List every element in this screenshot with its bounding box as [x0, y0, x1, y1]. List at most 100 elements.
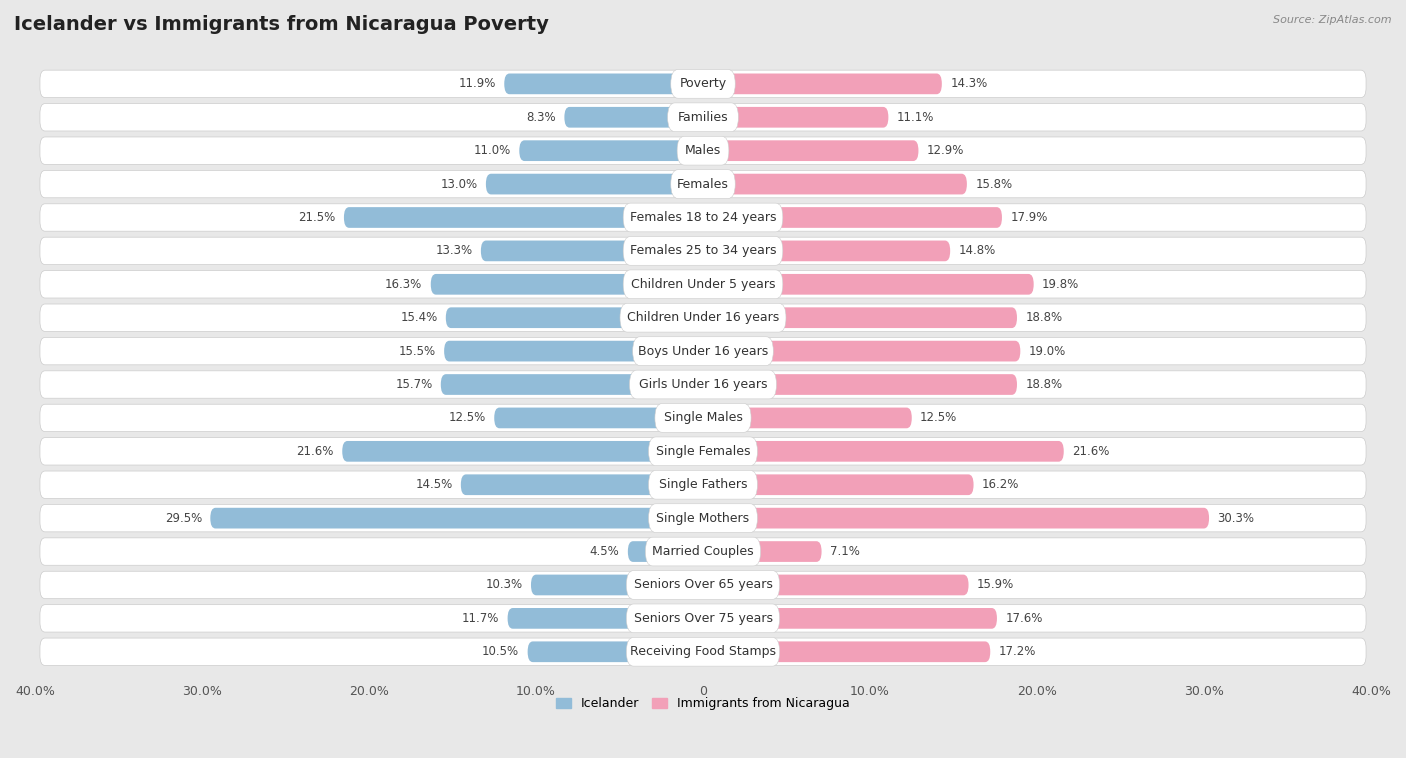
- Text: 15.5%: 15.5%: [399, 345, 436, 358]
- Text: 19.8%: 19.8%: [1042, 277, 1080, 291]
- Text: Children Under 16 years: Children Under 16 years: [627, 312, 779, 324]
- FancyBboxPatch shape: [703, 341, 1021, 362]
- Text: 11.7%: 11.7%: [461, 612, 499, 625]
- FancyBboxPatch shape: [39, 371, 1367, 398]
- Text: 11.0%: 11.0%: [474, 144, 510, 157]
- FancyBboxPatch shape: [211, 508, 703, 528]
- Text: 4.5%: 4.5%: [589, 545, 620, 558]
- Text: 19.0%: 19.0%: [1029, 345, 1066, 358]
- FancyBboxPatch shape: [39, 70, 1367, 98]
- FancyBboxPatch shape: [39, 171, 1367, 198]
- FancyBboxPatch shape: [39, 538, 1367, 565]
- FancyBboxPatch shape: [703, 475, 973, 495]
- Text: 7.1%: 7.1%: [830, 545, 860, 558]
- FancyBboxPatch shape: [703, 641, 990, 662]
- Text: 14.8%: 14.8%: [959, 244, 995, 258]
- FancyBboxPatch shape: [671, 70, 735, 99]
- FancyBboxPatch shape: [39, 638, 1367, 666]
- FancyBboxPatch shape: [39, 304, 1367, 331]
- Text: Single Fathers: Single Fathers: [659, 478, 747, 491]
- FancyBboxPatch shape: [703, 207, 1002, 228]
- FancyBboxPatch shape: [527, 641, 703, 662]
- FancyBboxPatch shape: [703, 541, 821, 562]
- FancyBboxPatch shape: [626, 637, 780, 666]
- FancyBboxPatch shape: [703, 307, 1017, 328]
- FancyBboxPatch shape: [648, 504, 758, 533]
- FancyBboxPatch shape: [495, 408, 703, 428]
- FancyBboxPatch shape: [342, 441, 703, 462]
- Text: Seniors Over 65 years: Seniors Over 65 years: [634, 578, 772, 591]
- Text: 13.3%: 13.3%: [436, 244, 472, 258]
- FancyBboxPatch shape: [703, 575, 969, 595]
- FancyBboxPatch shape: [623, 203, 783, 232]
- FancyBboxPatch shape: [623, 236, 783, 265]
- FancyBboxPatch shape: [703, 174, 967, 195]
- Text: Females: Females: [678, 177, 728, 190]
- Text: 18.8%: 18.8%: [1025, 312, 1063, 324]
- FancyBboxPatch shape: [39, 505, 1367, 532]
- FancyBboxPatch shape: [703, 408, 911, 428]
- Text: Girls Under 16 years: Girls Under 16 years: [638, 378, 768, 391]
- FancyBboxPatch shape: [648, 471, 758, 499]
- Text: 21.6%: 21.6%: [297, 445, 333, 458]
- Text: Single Females: Single Females: [655, 445, 751, 458]
- FancyBboxPatch shape: [630, 370, 776, 399]
- Text: 12.5%: 12.5%: [449, 412, 486, 424]
- Text: 14.3%: 14.3%: [950, 77, 987, 90]
- FancyBboxPatch shape: [39, 471, 1367, 499]
- FancyBboxPatch shape: [678, 136, 728, 165]
- Text: Children Under 5 years: Children Under 5 years: [631, 277, 775, 291]
- FancyBboxPatch shape: [703, 374, 1017, 395]
- Text: 16.3%: 16.3%: [385, 277, 422, 291]
- Text: Married Couples: Married Couples: [652, 545, 754, 558]
- FancyBboxPatch shape: [39, 605, 1367, 632]
- Legend: Icelander, Immigrants from Nicaragua: Icelander, Immigrants from Nicaragua: [551, 692, 855, 715]
- FancyBboxPatch shape: [39, 271, 1367, 298]
- Text: 12.9%: 12.9%: [927, 144, 965, 157]
- Text: Males: Males: [685, 144, 721, 157]
- Text: 30.3%: 30.3%: [1218, 512, 1254, 525]
- FancyBboxPatch shape: [703, 441, 1064, 462]
- FancyBboxPatch shape: [703, 508, 1209, 528]
- Text: 15.8%: 15.8%: [976, 177, 1012, 190]
- FancyBboxPatch shape: [628, 541, 703, 562]
- FancyBboxPatch shape: [531, 575, 703, 595]
- Text: Receiving Food Stamps: Receiving Food Stamps: [630, 645, 776, 658]
- Text: 11.1%: 11.1%: [897, 111, 934, 124]
- FancyBboxPatch shape: [39, 104, 1367, 131]
- Text: 29.5%: 29.5%: [165, 512, 202, 525]
- FancyBboxPatch shape: [461, 475, 703, 495]
- Text: 17.6%: 17.6%: [1005, 612, 1043, 625]
- FancyBboxPatch shape: [623, 270, 783, 299]
- FancyBboxPatch shape: [481, 240, 703, 262]
- FancyBboxPatch shape: [645, 537, 761, 566]
- FancyBboxPatch shape: [441, 374, 703, 395]
- Text: 11.9%: 11.9%: [458, 77, 496, 90]
- Text: 8.3%: 8.3%: [526, 111, 555, 124]
- FancyBboxPatch shape: [626, 604, 780, 633]
- FancyBboxPatch shape: [703, 608, 997, 628]
- FancyBboxPatch shape: [444, 341, 703, 362]
- Text: 17.9%: 17.9%: [1011, 211, 1047, 224]
- FancyBboxPatch shape: [648, 437, 758, 465]
- Text: 15.4%: 15.4%: [401, 312, 437, 324]
- Text: 10.3%: 10.3%: [485, 578, 523, 591]
- FancyBboxPatch shape: [655, 403, 751, 432]
- FancyBboxPatch shape: [39, 337, 1367, 365]
- FancyBboxPatch shape: [508, 608, 703, 628]
- FancyBboxPatch shape: [703, 240, 950, 262]
- FancyBboxPatch shape: [703, 140, 918, 161]
- FancyBboxPatch shape: [703, 107, 889, 127]
- FancyBboxPatch shape: [39, 572, 1367, 599]
- FancyBboxPatch shape: [344, 207, 703, 228]
- Text: 18.8%: 18.8%: [1025, 378, 1063, 391]
- Text: 15.9%: 15.9%: [977, 578, 1014, 591]
- FancyBboxPatch shape: [626, 571, 780, 600]
- Text: 17.2%: 17.2%: [998, 645, 1036, 658]
- FancyBboxPatch shape: [39, 137, 1367, 164]
- Text: Source: ZipAtlas.com: Source: ZipAtlas.com: [1274, 15, 1392, 25]
- Text: Females 25 to 34 years: Females 25 to 34 years: [630, 244, 776, 258]
- FancyBboxPatch shape: [703, 274, 1033, 295]
- FancyBboxPatch shape: [668, 103, 738, 132]
- FancyBboxPatch shape: [430, 274, 703, 295]
